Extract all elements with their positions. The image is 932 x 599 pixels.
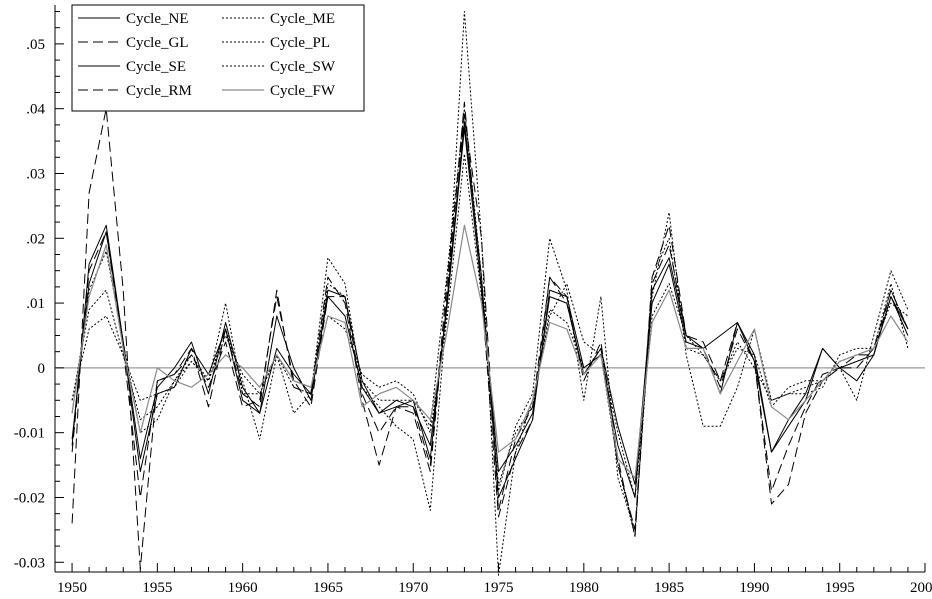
y-tick-label: -0.01 [14,426,45,442]
y-tick-label: .05 [26,37,45,53]
x-tick-label: 1960 [228,580,258,596]
y-tick-label: .03 [26,166,45,182]
x-tick-label: 1995 [825,580,855,596]
series-line-cycle-me [71,153,909,498]
x-tick-label: 1980 [569,580,599,596]
legend-label: Cycle_NE [126,11,188,27]
legend-label: Cycle_ME [270,11,335,27]
series-line-cycle-gl [71,101,909,570]
x-tick-label: 1985 [654,580,684,596]
x-tick-label: 1990 [739,580,769,596]
legend: Cycle_NE Cycle_GL Cycle_SE Cycle_RM Cycle_ME… [71,4,365,112]
legend-box [71,4,365,112]
x-tick-label: 1975 [484,580,514,596]
legend-label: Cycle_SW [270,59,336,75]
legend-label: Cycle_GL [126,35,188,51]
y-tick-label: -0.02 [14,490,45,506]
y-axis: -0.03 -0.02 -0.01 0 .01 .02 .03 .04 .05 [14,10,64,571]
y-tick-label: -0.03 [14,555,45,571]
legend-label: Cycle_RM [126,83,192,99]
x-tick-label: 1955 [142,580,172,596]
y-tick-label: .02 [26,231,45,247]
x-tick-label: 1965 [313,580,343,596]
x-tick-label: 2000 [910,580,932,596]
y-tick-label: 0 [38,361,46,377]
y-tick-label: .01 [26,296,45,312]
x-tick-label: 1950 [57,580,87,596]
y-tick-label: .04 [26,102,45,118]
series-line-cycle-fw [71,224,909,479]
legend-label: Cycle_SE [126,59,186,75]
series-line-cycle-rm [71,114,909,531]
series-line-cycle-pl [71,108,909,531]
plot-frame [54,5,925,573]
x-axis: 1950 1955 1960 1965 1970 1975 1980 1985 1990 1995… [54,563,932,596]
legend-label: Cycle_PL [270,35,330,51]
x-tick-label: 1970 [398,580,428,596]
series-line-cycle-se [71,121,909,498]
legend-label: Cycle_FW [270,83,336,99]
series-lines [71,11,909,576]
series-line-cycle-ne [71,127,909,485]
